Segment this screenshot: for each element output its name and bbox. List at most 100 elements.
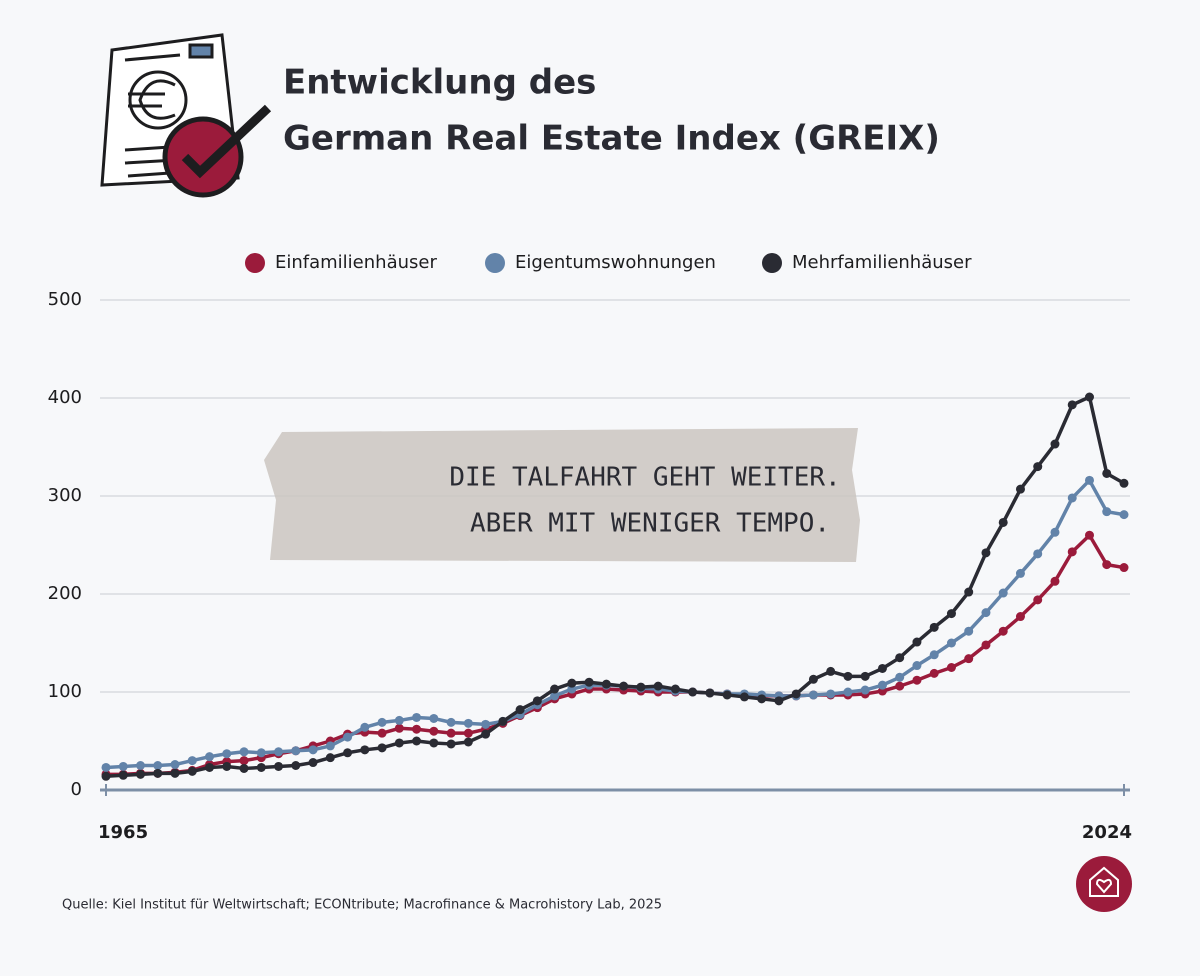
data-point bbox=[739, 692, 749, 702]
data-point bbox=[912, 637, 922, 647]
data-point bbox=[118, 770, 128, 780]
data-point bbox=[550, 684, 560, 694]
data-point bbox=[256, 748, 266, 758]
data-point bbox=[446, 739, 456, 749]
legend-item: Einfamilienhäuser bbox=[245, 252, 437, 273]
data-point bbox=[1015, 568, 1025, 578]
data-point bbox=[153, 761, 163, 770]
data-point bbox=[136, 769, 146, 779]
data-point bbox=[722, 690, 732, 700]
data-point bbox=[291, 746, 301, 756]
data-point bbox=[877, 680, 887, 690]
y-tick-label: 300 bbox=[48, 485, 82, 506]
data-point bbox=[550, 691, 560, 701]
annotation: ABER MIT WENIGER TEMPO. bbox=[470, 509, 830, 539]
data-point bbox=[1102, 468, 1112, 478]
data-point bbox=[308, 758, 318, 768]
data-point bbox=[1033, 549, 1043, 559]
legend-label: Mehrfamilienhäuser bbox=[792, 252, 972, 273]
chart-title: Entwicklung des bbox=[283, 63, 596, 103]
data-point bbox=[1084, 475, 1094, 485]
data-point bbox=[705, 688, 715, 698]
data-point bbox=[274, 761, 284, 771]
data-point bbox=[360, 722, 370, 732]
data-point bbox=[757, 694, 767, 704]
data-point bbox=[981, 608, 991, 618]
data-point bbox=[860, 685, 870, 695]
y-tick-label: 0 bbox=[71, 779, 82, 800]
data-point bbox=[843, 687, 853, 697]
data-point bbox=[964, 626, 974, 636]
data-point bbox=[1033, 462, 1043, 472]
data-point bbox=[584, 677, 594, 687]
data-point bbox=[532, 696, 542, 706]
data-point bbox=[325, 753, 335, 763]
data-point bbox=[877, 663, 887, 673]
data-point bbox=[1084, 530, 1094, 540]
data-point bbox=[429, 738, 439, 748]
data-point bbox=[1067, 547, 1077, 557]
data-point bbox=[964, 587, 974, 597]
source: Quelle: Kiel Institut für Weltwirtschaft… bbox=[62, 898, 662, 913]
data-point bbox=[981, 548, 991, 558]
data-point bbox=[808, 690, 818, 700]
data-point bbox=[239, 756, 249, 766]
data-point bbox=[412, 724, 422, 734]
data-point bbox=[808, 674, 818, 684]
data-point bbox=[308, 745, 318, 755]
data-point bbox=[412, 712, 422, 722]
data-point bbox=[429, 713, 439, 723]
data-point bbox=[912, 675, 922, 685]
data-point bbox=[895, 672, 905, 682]
data-point bbox=[394, 715, 404, 725]
legend-swatch bbox=[762, 253, 782, 273]
data-point bbox=[136, 761, 146, 770]
data-point bbox=[463, 728, 473, 738]
data-point bbox=[343, 748, 353, 758]
data-point bbox=[205, 762, 215, 772]
legend-swatch bbox=[485, 253, 505, 273]
data-point bbox=[343, 732, 353, 742]
data-point bbox=[239, 763, 249, 773]
x-tick-label: 1965 bbox=[98, 822, 148, 843]
data-point bbox=[463, 718, 473, 728]
data-point bbox=[946, 609, 956, 619]
data-point bbox=[998, 588, 1008, 598]
data-point bbox=[946, 663, 956, 672]
data-point bbox=[481, 729, 491, 739]
data-point bbox=[429, 726, 439, 736]
data-point bbox=[187, 766, 197, 776]
legend-swatch bbox=[245, 253, 265, 273]
data-point bbox=[1067, 493, 1077, 503]
data-point bbox=[222, 761, 232, 771]
data-point bbox=[101, 771, 111, 781]
data-point bbox=[946, 638, 956, 648]
data-point bbox=[394, 738, 404, 748]
data-point bbox=[239, 747, 249, 757]
data-point bbox=[446, 728, 456, 738]
data-point bbox=[964, 654, 974, 664]
data-point bbox=[636, 682, 646, 692]
data-point bbox=[895, 681, 905, 691]
x-tick-label: 2024 bbox=[1082, 822, 1132, 843]
legend-item: Eigentumswohnungen bbox=[485, 252, 716, 273]
data-point bbox=[981, 640, 991, 650]
data-point bbox=[653, 681, 663, 691]
data-point bbox=[360, 745, 370, 755]
data-point bbox=[1119, 510, 1129, 520]
data-point bbox=[222, 749, 232, 759]
data-point bbox=[619, 681, 629, 691]
data-point bbox=[601, 679, 611, 689]
chart-title: German Real Estate Index (GREIX) bbox=[283, 119, 940, 159]
data-point bbox=[1119, 563, 1129, 573]
data-point bbox=[446, 717, 456, 727]
data-point bbox=[291, 761, 301, 770]
data-point bbox=[153, 768, 163, 778]
data-point bbox=[1102, 560, 1112, 570]
data-point bbox=[688, 687, 698, 697]
data-point bbox=[826, 666, 836, 676]
data-point bbox=[463, 737, 473, 747]
data-point bbox=[481, 719, 491, 729]
data-point bbox=[998, 517, 1008, 527]
